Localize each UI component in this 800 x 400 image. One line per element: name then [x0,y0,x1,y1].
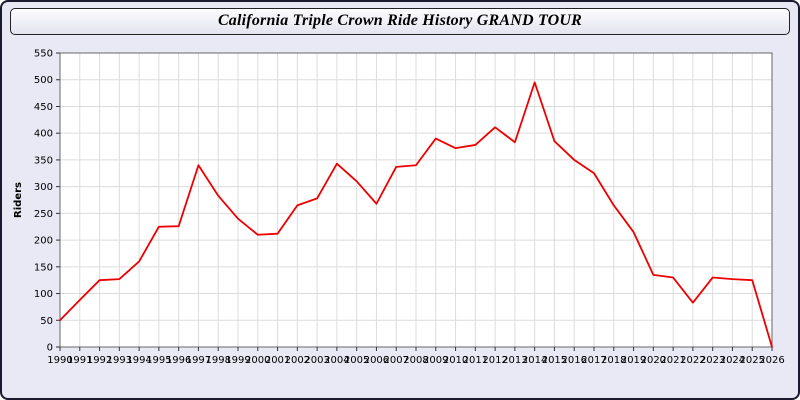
svg-text:2022: 2022 [680,355,705,366]
svg-text:450: 450 [34,102,53,113]
svg-text:2003: 2003 [304,355,329,366]
svg-text:2006: 2006 [364,355,389,366]
svg-text:1992: 1992 [87,355,112,366]
svg-text:2021: 2021 [660,355,685,366]
svg-text:2026: 2026 [759,355,784,366]
svg-text:300: 300 [34,182,53,193]
svg-text:500: 500 [34,75,53,86]
svg-text:400: 400 [34,129,53,140]
svg-text:2014: 2014 [522,355,547,366]
svg-text:2025: 2025 [739,355,764,366]
svg-text:1994: 1994 [126,355,151,366]
svg-text:2009: 2009 [423,355,448,366]
svg-text:1997: 1997 [186,355,211,366]
svg-text:1993: 1993 [107,355,132,366]
svg-text:2005: 2005 [344,355,369,366]
svg-text:1991: 1991 [67,355,92,366]
svg-text:1998: 1998 [205,355,230,366]
svg-text:2016: 2016 [561,355,586,366]
svg-text:2020: 2020 [641,355,666,366]
svg-text:200: 200 [34,236,53,247]
svg-text:2001: 2001 [265,355,290,366]
chart-title: California Triple Crown Ride History GRA… [217,12,583,29]
svg-text:350: 350 [34,155,53,166]
riders-line-chart: 0501001502002503003504004505005501990199… [13,49,785,367]
svg-text:550: 550 [34,49,53,60]
svg-text:2019: 2019 [621,355,646,366]
svg-text:150: 150 [34,262,53,273]
svg-text:1999: 1999 [225,355,250,366]
svg-text:2018: 2018 [601,355,626,366]
svg-text:1996: 1996 [166,355,191,366]
svg-text:2002: 2002 [285,355,310,366]
svg-text:250: 250 [34,209,53,220]
svg-text:2015: 2015 [542,355,567,366]
svg-text:2000: 2000 [245,355,270,366]
svg-text:2024: 2024 [720,355,745,366]
chart-area: 0 50 100 150 200 250 300 350 400 450 500 550 1990 199… [8,39,792,396]
svg-text:1990: 1990 [47,355,72,366]
svg-text:2007: 2007 [383,355,408,366]
svg-text:2004: 2004 [324,355,349,366]
svg-text:2013: 2013 [502,355,527,366]
svg-text:1995: 1995 [146,355,171,366]
chart-title-bar: California Triple Crown Ride History GRA… [10,8,790,35]
svg-text:2008: 2008 [403,355,428,366]
svg-text:50: 50 [40,316,53,327]
svg-text:Riders: Riders [13,182,24,218]
svg-text:100: 100 [34,289,53,300]
svg-text:2023: 2023 [700,355,725,366]
svg-text:2012: 2012 [482,355,507,366]
svg-text:2011: 2011 [463,355,488,366]
svg-text:2017: 2017 [581,355,606,366]
svg-text:2010: 2010 [443,355,468,366]
svg-text:0: 0 [47,343,53,354]
